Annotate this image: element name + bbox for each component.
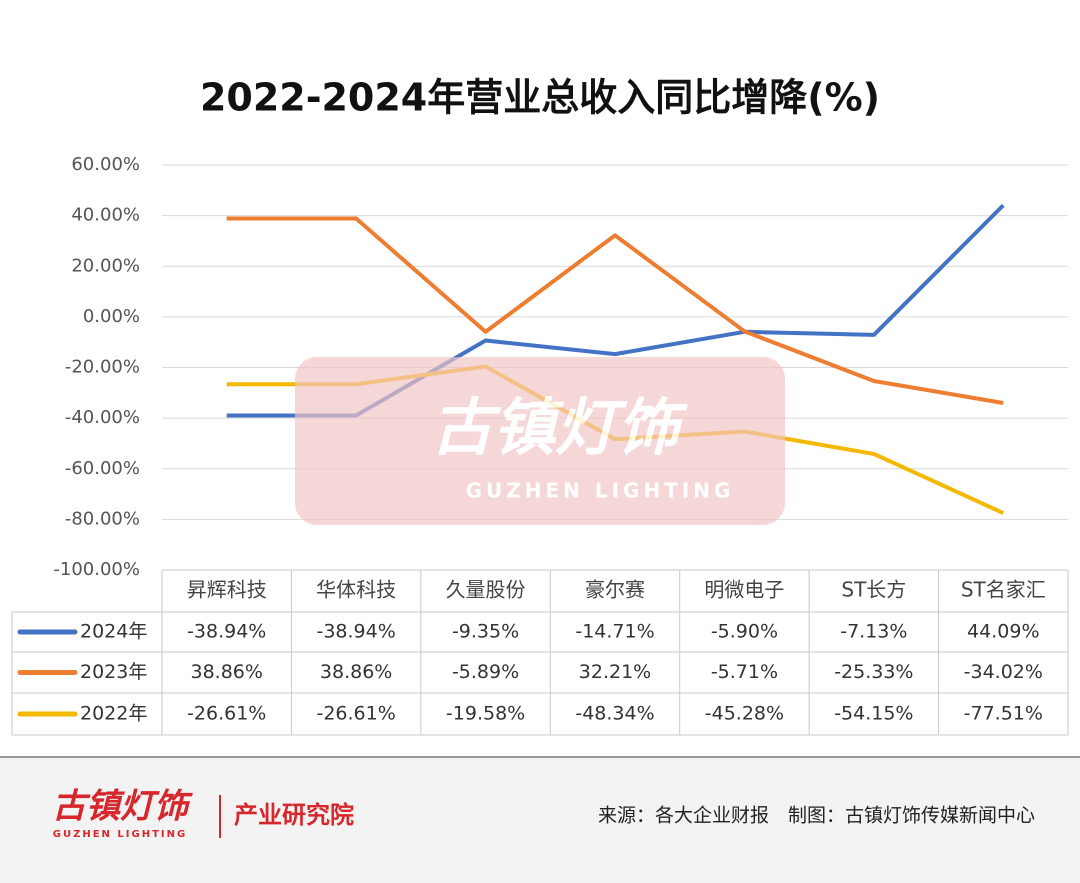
footer-source: 来源：各大企业财报 制图：古镇灯饰传媒新闻中心: [598, 805, 1035, 827]
y-tick-label: 40.00%: [71, 205, 140, 226]
y-tick-label: -60.00%: [65, 458, 140, 479]
y-tick-label: -100.00%: [53, 559, 140, 580]
y-tick-label: 0.00%: [83, 306, 140, 327]
y-tick-label: 60.00%: [71, 154, 140, 175]
value-label: -34.02%: [964, 661, 1043, 683]
value-label: -77.51%: [964, 703, 1043, 725]
category-label: 久量股份: [446, 578, 526, 602]
category-label: 昇辉科技: [187, 578, 267, 602]
value-label: -45.28%: [705, 703, 784, 725]
value-label: -14.71%: [575, 621, 654, 643]
value-label: 32.21%: [579, 661, 651, 683]
value-label: -7.13%: [840, 621, 907, 643]
y-tick-label: -40.00%: [65, 407, 140, 428]
footer-bg: [0, 757, 1080, 883]
value-label: -9.35%: [452, 621, 519, 643]
value-label: -38.94%: [187, 621, 266, 643]
data-table: 昇辉科技 华体科技 久量股份 豪尔赛 明微电子 ST长方 ST名家汇 2024年 -38.94%…: [11, 569, 1069, 736]
category-label: 豪尔赛: [585, 578, 645, 602]
value-label: -5.71%: [711, 661, 778, 683]
value-label: -5.89%: [452, 661, 519, 683]
category-label: ST长方: [841, 578, 906, 602]
watermark-bg: [295, 357, 785, 525]
watermark: 古镇灯饰 GUZHEN LIGHTING: [295, 357, 785, 525]
value-label: -5.90%: [711, 621, 778, 643]
value-label: -54.15%: [834, 703, 913, 725]
value-label: -26.61%: [316, 703, 395, 725]
value-label: -38.94%: [316, 621, 395, 643]
footer-brand-en: GUZHEN LIGHTING: [53, 829, 187, 840]
series-line: [226, 216, 1004, 405]
y-tick-label: -80.00%: [65, 508, 140, 529]
category-label: ST名家汇: [961, 578, 1046, 602]
footer-institute: 产业研究院: [234, 801, 354, 829]
legend-label: 2022年: [80, 703, 147, 725]
value-label: -19.58%: [446, 703, 525, 725]
chart-title: 2022-2024年营业总收入同比增降(%): [200, 76, 880, 120]
value-label: -26.61%: [187, 703, 266, 725]
value-label: 44.09%: [967, 621, 1039, 643]
category-label: 明微电子: [704, 578, 784, 602]
watermark-brand-en: GUZHEN LIGHTING: [466, 479, 735, 503]
footer-brand: 古镇灯饰: [52, 787, 193, 827]
legend-label: 2024年: [80, 621, 147, 643]
y-tick-label: 20.00%: [71, 255, 140, 276]
value-label: -25.33%: [834, 661, 913, 683]
value-label: -48.34%: [575, 703, 654, 725]
value-label: 38.86%: [190, 661, 262, 683]
legend-label: 2023年: [80, 661, 147, 683]
y-tick-label: -20.00%: [65, 357, 140, 378]
watermark-brand: 古镇灯饰: [431, 391, 688, 464]
category-label: 华体科技: [316, 578, 396, 602]
value-label: 38.86%: [320, 661, 392, 683]
